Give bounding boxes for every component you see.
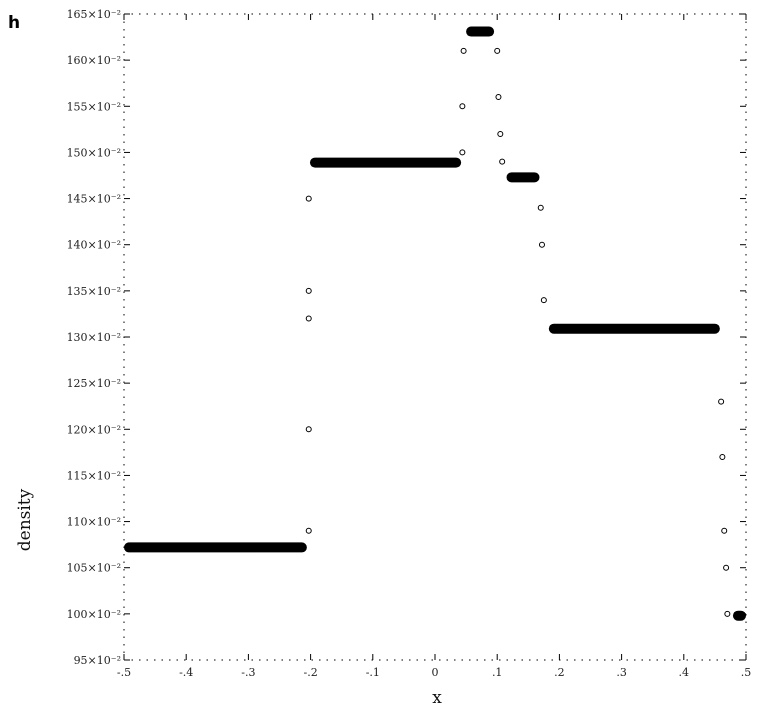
plateau-segment-0-4 — [548, 323, 720, 334]
transition-point-0-8 — [494, 47, 501, 54]
plateau-segment-0-3 — [506, 172, 540, 183]
transition-point-0-19 — [724, 610, 731, 617]
transition-point-0-15 — [718, 398, 725, 405]
transition-point-0-13 — [538, 241, 545, 248]
y-tick-label-11: 150×10⁻² — [67, 146, 121, 159]
x-tick-label-0: -.5 — [117, 666, 131, 679]
axis-ticks — [123, 13, 747, 661]
y-tick-label-9: 140×10⁻² — [67, 239, 121, 252]
y-axis-label: density — [15, 488, 35, 551]
data-marks — [124, 26, 746, 621]
plateau-segment-0-1 — [309, 157, 462, 168]
y-tick-label-3: 110×10⁻² — [67, 516, 121, 529]
x-tick-label-4: -.1 — [366, 666, 380, 679]
transition-point-0-5 — [459, 149, 466, 156]
x-tick-label-8: .3 — [616, 666, 627, 679]
transition-point-0-10 — [497, 130, 504, 137]
y-tick-label-8: 135×10⁻² — [67, 285, 121, 298]
transition-point-0-16 — [719, 453, 726, 460]
transition-point-0-9 — [495, 94, 502, 101]
transition-point-0-4 — [305, 195, 312, 202]
x-tick-label-2: -.3 — [241, 666, 255, 679]
x-tick-label-9: .4 — [679, 666, 690, 679]
x-tick-label-3: -.2 — [303, 666, 317, 679]
x-tick-label-1: -.4 — [179, 666, 193, 679]
transition-point-0-6 — [459, 103, 466, 110]
y-tick-label-2: 105×10⁻² — [67, 562, 121, 575]
transition-point-0-11 — [499, 158, 506, 165]
plateau-segment-0-5 — [732, 610, 746, 621]
y-tick-label-1: 100×10⁻² — [67, 608, 121, 621]
y-tick-label-13: 160×10⁻² — [67, 54, 121, 67]
y-tick-label-5: 120×10⁻² — [67, 423, 121, 436]
plateau-segment-0-2 — [466, 26, 495, 37]
x-tick-label-7: .2 — [554, 666, 565, 679]
y-tick-label-10: 145×10⁻² — [67, 193, 121, 206]
transition-point-0-7 — [460, 47, 467, 54]
y-tick-label-7: 130×10⁻² — [67, 331, 121, 344]
x-tick-label-10: .5 — [741, 666, 752, 679]
x-tick-label-5: 0 — [432, 666, 439, 679]
tick-labels: 95×10⁻² 100×10⁻² 105×10⁻² 110×10⁻² 115×10⁻² 1… — [67, 8, 752, 679]
transition-point-0-18 — [723, 564, 730, 571]
x-tick-label-6: .1 — [492, 666, 503, 679]
transition-point-0-3 — [305, 287, 312, 294]
plateau-segment-0-0 — [124, 542, 307, 553]
y-tick-label-4: 115×10⁻² — [67, 469, 121, 482]
y-tick-label-0: 95×10⁻² — [74, 654, 121, 667]
transition-point-0-14 — [540, 297, 547, 304]
transition-point-0-0 — [305, 527, 312, 534]
transition-point-0-1 — [305, 426, 312, 433]
transition-point-0-2 — [305, 315, 312, 322]
y-tick-label-12: 155×10⁻² — [67, 100, 121, 113]
panel-label: h — [8, 13, 20, 33]
transition-point-0-12 — [537, 204, 544, 211]
transition-point-0-17 — [721, 527, 728, 534]
x-axis-label: x — [432, 688, 442, 708]
y-tick-label-6: 125×10⁻² — [67, 377, 121, 390]
y-tick-label-14: 165×10⁻² — [67, 8, 121, 21]
